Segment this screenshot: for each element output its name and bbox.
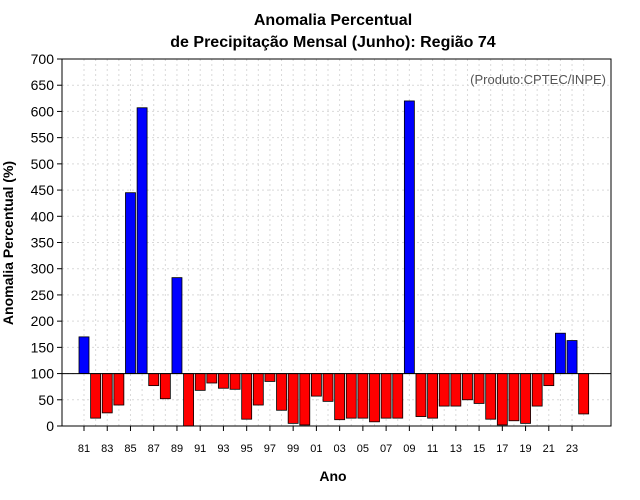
bar-20 — [531, 373, 543, 407]
bar-87 — [148, 373, 160, 387]
bar-21 — [543, 373, 555, 387]
source-annotation: (Produto:CPTEC/INPE) — [470, 72, 606, 87]
x-tick-label: 09 — [403, 443, 415, 455]
x-tick-label: 01 — [310, 443, 322, 455]
bar-08 — [392, 373, 404, 419]
x-tick-label: 83 — [101, 443, 113, 455]
bar-91 — [194, 373, 206, 391]
bar-89 — [171, 277, 183, 374]
y-tick-label: 450 — [31, 182, 55, 198]
y-axis-label: Anomalia Percentual (%) — [0, 161, 16, 325]
grid-lines — [62, 58, 611, 427]
bar-88 — [159, 373, 171, 400]
x-tick-label: 85 — [124, 443, 136, 455]
bar-90 — [183, 373, 194, 427]
x-tick-label: 93 — [217, 443, 229, 455]
x-tick-label: 19 — [519, 443, 531, 455]
x-tick-label: 17 — [496, 443, 508, 455]
x-tick-label: 23 — [566, 443, 578, 455]
x-tick-label: 15 — [473, 443, 485, 455]
y-tick-label: 300 — [31, 261, 55, 277]
bar-24 — [578, 373, 590, 415]
bar-82 — [90, 373, 102, 419]
x-tick-label: 91 — [194, 443, 206, 455]
bar-84 — [113, 373, 125, 406]
x-axis-label: Ano — [319, 468, 346, 484]
bar-16 — [485, 373, 497, 420]
bar-95 — [241, 373, 253, 420]
bar-92 — [206, 373, 218, 384]
bar-01 — [310, 373, 322, 397]
y-tick-label: 50 — [38, 392, 54, 408]
y-tick-label: 150 — [31, 339, 55, 355]
bar-96 — [252, 373, 264, 406]
x-tick-label: 21 — [543, 443, 555, 455]
bar-99 — [287, 373, 299, 424]
bar-81 — [78, 336, 90, 374]
x-tick-label: 99 — [287, 443, 299, 455]
bar-02 — [322, 373, 334, 402]
bar-83 — [101, 373, 113, 414]
x-tick-label: 87 — [148, 443, 160, 455]
bar-98 — [276, 373, 287, 411]
x-tick-label: 95 — [241, 443, 253, 455]
x-tick-label: 13 — [450, 443, 462, 455]
bar-85 — [125, 192, 136, 374]
bar-04 — [345, 373, 357, 419]
bar-06 — [369, 373, 380, 423]
y-tick-label: 400 — [31, 208, 55, 224]
bar-03 — [334, 373, 346, 421]
x-tick-label: 97 — [264, 443, 276, 455]
chart-title-line1: Anomalia Percentual — [254, 12, 412, 29]
bar-12 — [438, 373, 450, 407]
bar-15 — [473, 373, 485, 404]
x-tick-label: 81 — [78, 443, 90, 455]
bar-05 — [357, 373, 369, 419]
x-tick-label: 11 — [427, 443, 438, 455]
bar-19 — [520, 373, 531, 424]
y-tick-label: 650 — [31, 77, 55, 93]
x-tick-label: 89 — [171, 443, 183, 455]
x-axis-ticks: 81 83 85 87 89 91 93 95 97 99 01 03 05 07 09 11 13 15 17 19… — [78, 426, 578, 455]
bar-97 — [264, 373, 276, 382]
bar-17 — [496, 373, 508, 426]
y-tick-label: 200 — [31, 313, 55, 329]
bar-94 — [229, 373, 241, 390]
x-tick-label: 03 — [334, 443, 346, 455]
bar-00 — [299, 373, 311, 426]
y-tick-label: 600 — [31, 103, 55, 119]
y-axis-ticks: 0 50 100 150 200 250 300 350 400 450 500 550 600 650 7… — [31, 51, 62, 434]
bar-07 — [380, 373, 392, 419]
bar-18 — [508, 373, 520, 422]
y-tick-label: 350 — [31, 235, 55, 251]
x-tick-label: 07 — [380, 443, 392, 455]
y-tick-label: 700 — [31, 51, 55, 67]
bar-14 — [462, 373, 473, 401]
chart-title-line2: de Precipitação Mensal (Junho): Região 7… — [170, 34, 496, 51]
bars — [78, 100, 590, 427]
x-tick-label: 05 — [357, 443, 369, 455]
bar-93 — [218, 373, 229, 389]
bar-23 — [566, 340, 578, 374]
y-tick-label: 500 — [31, 156, 55, 172]
y-tick-label: 550 — [31, 130, 55, 146]
bar-10 — [415, 373, 427, 417]
bar-13 — [450, 373, 462, 407]
bar-11 — [427, 373, 439, 419]
y-tick-label: 100 — [31, 366, 55, 382]
bar-09 — [403, 100, 415, 374]
y-tick-label: 250 — [31, 287, 55, 303]
y-tick-label: 0 — [46, 418, 54, 434]
bar-22 — [555, 332, 566, 374]
bar-86 — [136, 107, 148, 374]
